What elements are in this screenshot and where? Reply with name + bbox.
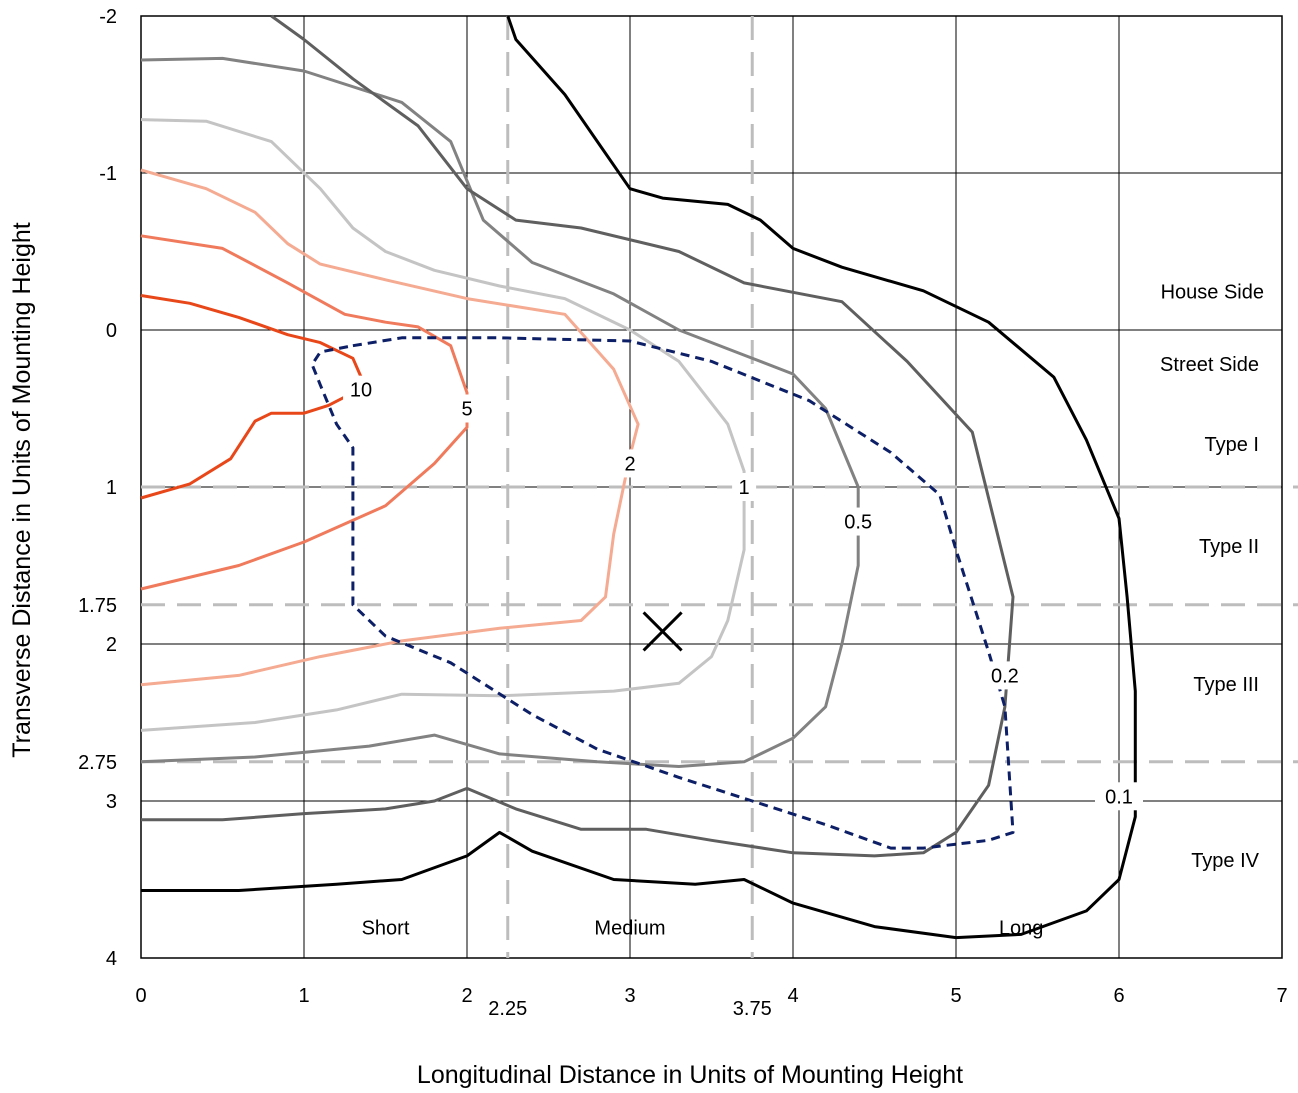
- contour-label: 10: [350, 380, 372, 402]
- contour-label-bg: [618, 449, 642, 478]
- y-tick-label: 3: [106, 791, 117, 813]
- contour-label: 5: [461, 399, 472, 421]
- contour-label-bg: [834, 507, 883, 536]
- region-label-long: Long: [999, 917, 1044, 939]
- region-label-type-1: Type I: [1205, 434, 1259, 456]
- x-tick-label: 7: [1276, 985, 1287, 1007]
- y-tick-label: -2: [99, 6, 117, 28]
- region-label-type-2: Type II: [1199, 536, 1259, 558]
- contour-label: 0.1: [1105, 786, 1133, 808]
- y-tick-label: 0: [106, 320, 117, 342]
- y-tick-label: 2.75: [78, 752, 117, 774]
- tick-labels: 0 1 2 3 4 5 6 7 2.25 3.75 -2 -1 0 1 1.75 2 2.75 3 4: [78, 6, 1288, 1020]
- contour-line-0.1: [141, 15, 1137, 940]
- contour-label-bg: [455, 394, 479, 423]
- dashed-outline-series: [310, 336, 1015, 850]
- x-tick-label: 1: [298, 985, 309, 1007]
- contour-series: [140, 14, 1137, 940]
- contour-line-0.5: [140, 56, 860, 768]
- x-tick-label: 4: [787, 985, 798, 1007]
- region-label-medium: Medium: [594, 917, 665, 939]
- contour-label-bg: [980, 661, 1029, 690]
- contour-line-0.2: [141, 14, 1015, 858]
- y-tick-label: 4: [106, 948, 117, 970]
- y-tick-label: 2: [106, 634, 117, 656]
- y-tick-label: -1: [99, 163, 117, 185]
- contour-line-5: [140, 234, 469, 591]
- x-tick-label: 5: [950, 985, 961, 1007]
- x-tick-label: 6: [1113, 985, 1124, 1007]
- x-tick-label: 2.25: [488, 998, 527, 1020]
- region-labels: House Side Street Side Type I Type II Type I…: [362, 282, 1264, 940]
- contour-line-1: [140, 118, 746, 732]
- region-label-type-3: Type III: [1193, 674, 1259, 696]
- y-axis-title: Transverse Distance in Units of Mounting…: [8, 222, 36, 757]
- contour-label: 0.5: [844, 512, 872, 534]
- grid: [140, 15, 1283, 959]
- contour-label: 2: [624, 453, 635, 475]
- contour-label: 1: [739, 477, 750, 499]
- contour-label: 0.2: [991, 665, 1019, 687]
- contour-line-2: [140, 168, 640, 687]
- region-label-street-side: Street Side: [1160, 354, 1259, 376]
- marker: [642, 611, 683, 652]
- region-label-house-side: House Side: [1161, 282, 1264, 304]
- x-axis-title: Longitudinal Distance in Units of Mounti…: [417, 1061, 963, 1089]
- region-label-type-4: Type IV: [1191, 850, 1259, 872]
- x-tick-label: 2: [461, 985, 472, 1007]
- y-tick-label: 1.75: [78, 595, 117, 617]
- contour-label-bg: [343, 375, 380, 404]
- marker-stroke: [642, 611, 683, 652]
- x-tick-label: 3: [624, 985, 635, 1007]
- region-label-short: Short: [362, 917, 410, 939]
- contour-line-10: [140, 294, 363, 500]
- contour-labels: 10 5 2 1 0.5 0.2 0.1: [343, 375, 1143, 811]
- contour-label-bg: [1095, 782, 1143, 811]
- contour-label-bg: [732, 473, 757, 501]
- x-tick-label: 0: [135, 985, 146, 1007]
- x-tick-label: 3.75: [733, 998, 772, 1020]
- y-tick-label: 1: [106, 477, 117, 499]
